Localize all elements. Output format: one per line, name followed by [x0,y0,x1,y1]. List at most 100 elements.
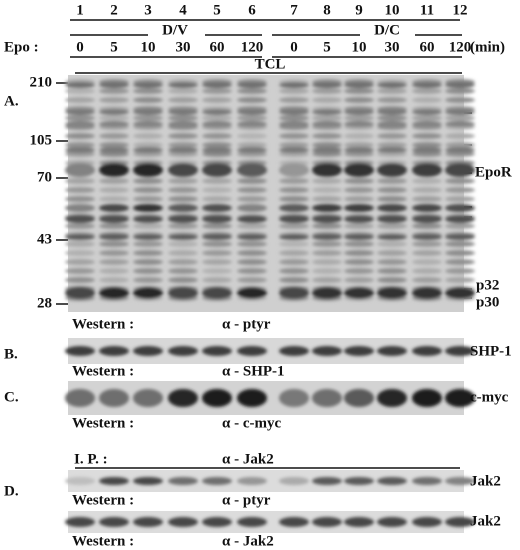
band [99,234,129,240]
antibody-label: α - Jak2 [222,533,274,549]
antibody-label: α - Jak2 [222,451,274,467]
band [279,346,309,356]
band [377,204,407,212]
band [65,121,95,127]
epo-label: Epo : [4,39,39,55]
band [168,241,198,247]
band [412,115,442,121]
band [312,133,342,139]
band [279,204,309,212]
band [279,268,309,274]
band [65,115,95,121]
band [237,88,267,94]
mw-marker: 105 [30,132,53,148]
band [133,477,163,485]
band [344,277,374,283]
band [412,97,442,103]
band [168,346,198,356]
ip-label: I. P. : [74,451,108,467]
band [279,234,309,240]
band [344,346,374,356]
band [237,346,267,356]
band [279,163,309,177]
band [237,241,267,247]
band [133,346,163,356]
band [168,215,198,223]
band [312,517,342,527]
band [344,121,374,127]
band [133,234,163,240]
mw-marker: 43 [37,231,52,247]
band [99,268,129,274]
band [412,223,442,229]
band [133,517,163,527]
band [133,223,163,229]
band [377,389,407,407]
band [445,133,475,139]
band [202,115,232,121]
band [445,147,475,153]
antibody-label: α - ptyr [222,316,271,332]
band [168,147,198,153]
band [312,250,342,256]
band [312,241,342,247]
band [377,142,407,148]
band [65,241,95,247]
band [279,147,309,153]
band [237,259,267,265]
band [99,163,129,177]
lane-number: 2 [110,2,118,18]
band [65,234,95,240]
band [377,178,407,184]
band [99,287,129,299]
tcl-label: TCL [255,56,286,72]
time-point: 120 [241,39,264,55]
band [133,215,163,223]
band [65,287,95,299]
band [202,215,232,223]
time-point: 60 [210,39,225,55]
time-point: 0 [76,39,84,55]
band [312,477,342,485]
panel-label: B. [4,346,18,362]
band [237,477,267,485]
band [377,259,407,265]
band-annotation: EpoR [475,164,512,180]
time-point: 0 [290,39,298,55]
band [202,147,232,153]
band [202,241,232,247]
band [65,147,95,153]
band [344,241,374,247]
mw-marker: 70 [37,169,52,185]
band [237,115,267,121]
band [202,517,232,527]
band [99,241,129,247]
band [65,163,95,177]
band [279,121,309,127]
band [237,277,267,283]
band [445,259,475,265]
band [237,178,267,184]
band [445,109,475,115]
lane-number: 6 [248,2,256,18]
band [202,178,232,184]
group-label: D/V [162,22,188,38]
band [412,215,442,223]
band [237,133,267,139]
band [99,517,129,527]
band [99,109,129,115]
band [279,389,309,407]
band [312,234,342,240]
band [237,109,267,115]
band [168,477,198,485]
band [237,142,267,148]
band [65,215,95,223]
band [99,88,129,94]
band [65,109,95,115]
band [377,250,407,256]
band [133,142,163,148]
band [312,88,342,94]
lane-number: 4 [179,2,187,18]
band [65,277,95,283]
